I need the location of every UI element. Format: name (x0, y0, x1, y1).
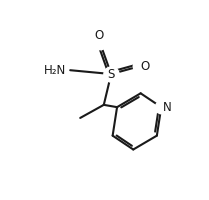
Text: O: O (94, 29, 103, 42)
Text: S: S (107, 68, 115, 81)
Text: N: N (163, 101, 172, 114)
Text: O: O (141, 60, 150, 73)
Text: H₂N: H₂N (44, 64, 66, 77)
